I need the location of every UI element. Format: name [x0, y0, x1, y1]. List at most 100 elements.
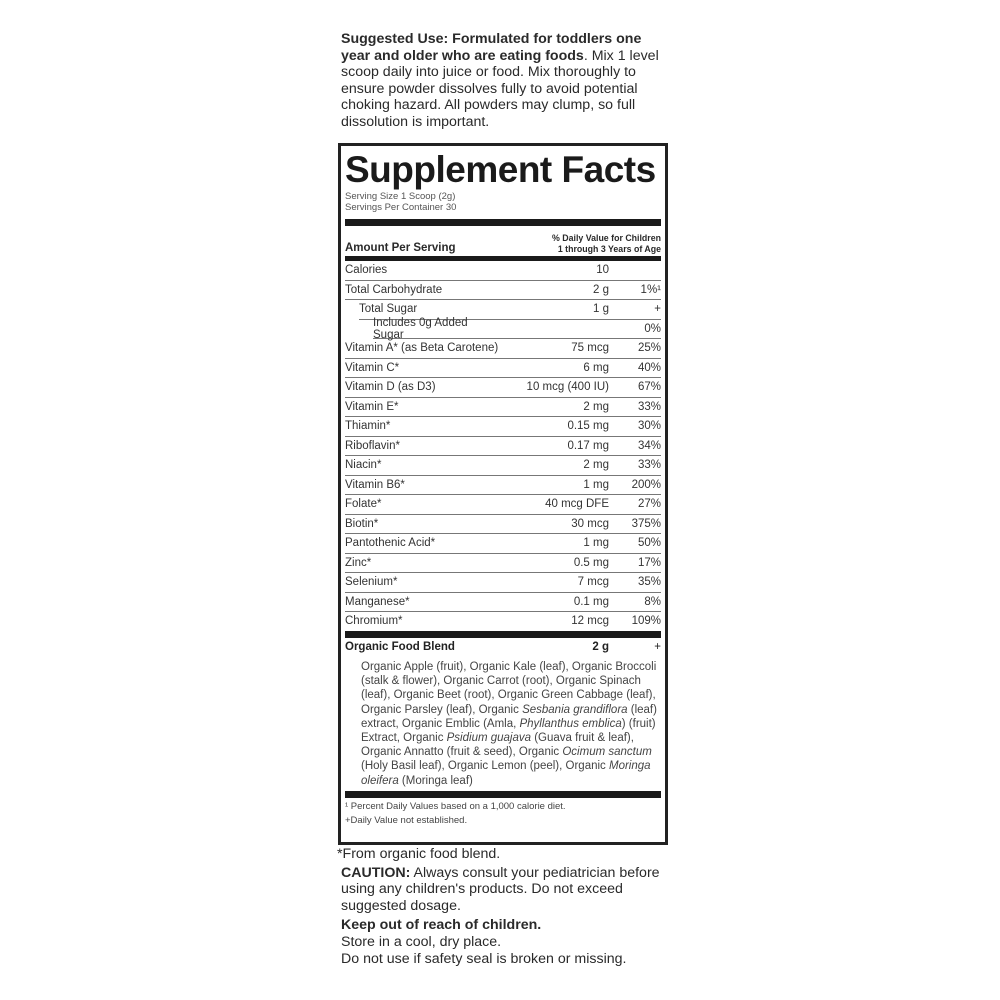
ingredient-text: Ocimum sanctum	[562, 746, 652, 759]
nutrient-dv: 1%¹	[640, 283, 661, 296]
nutrient-row: Total Sugar 1 g +	[359, 300, 661, 320]
nutrient-name: Vitamin C*	[345, 361, 400, 374]
ingredient-text: Sesbania grandiflora	[522, 703, 628, 716]
amount-header: Amount Per Serving	[345, 242, 456, 254]
suggested-use-heading: Suggested Use: Formulated for toddlers o…	[341, 31, 642, 64]
nutrient-row: Vitamin C* 6 mg 40%	[345, 359, 661, 378]
blend-dv: +	[654, 641, 661, 654]
dv-header: % Daily Value for Children 1 through 3 Ye…	[552, 233, 661, 256]
storage-note: Store in a cool, dry place.	[341, 933, 502, 950]
nutrient-amount: 2 g	[593, 283, 609, 296]
nutrient-dv: 375%	[631, 517, 661, 530]
nutrient-row: Vitamin D (as D3) 10 mcg (400 IU) 67%	[345, 378, 661, 398]
ingredient-text: Organic Apple (fruit), Organic Kale (lea…	[361, 661, 657, 716]
nutrient-row: Selenium* 7 mcg 35%	[345, 573, 661, 593]
nutrient-row: Thiamin* 0.15 mg 30%	[345, 417, 661, 437]
footnote: +Daily Value not established.	[345, 814, 468, 826]
serving-size: Serving Size 1 Scoop (2g)	[345, 191, 456, 202]
nutrient-amount: 0.5 mg	[573, 556, 609, 569]
nutrient-name: Vitamin B6*	[345, 478, 405, 491]
safety-seal-note: Do not use if safety seal is broken or m…	[341, 950, 627, 967]
nutrient-dv: 50%	[637, 537, 661, 550]
keep-out-warning: Keep out of reach of children.	[341, 917, 542, 934]
caution-label: CAUTION:	[341, 864, 411, 881]
ingredient-text: (Holy Basil leaf), Organic Lemon (peel),…	[361, 760, 609, 773]
servings-per-container: Servings Per Container 30	[345, 201, 457, 213]
nutrient-amount: 1 mg	[583, 537, 609, 550]
supplement-facts-panel: Supplement Facts Serving Size 1 Scoop (2…	[338, 143, 668, 845]
nutrient-dv: 8%	[644, 595, 661, 608]
nutrient-amount: 0.15 mg	[567, 420, 609, 433]
nutrient-dv: +	[654, 303, 661, 316]
nutrient-amount: 0.1 mg	[573, 595, 609, 608]
nutrient-name: Selenium*	[345, 576, 398, 589]
ingredient-text: (Moringa leaf)	[398, 774, 473, 787]
nutrient-row: Includes 0g Added Sugar 0%	[373, 317, 661, 341]
bottom-notes: *From organic food blend. CAUTION: Alway…	[337, 846, 671, 967]
nutrient-dv: 200%	[631, 478, 661, 491]
nutrient-row: Folate* 40 mcg DFE 27%	[345, 495, 661, 515]
nutrient-row: Niacin* 2 mg 33%	[345, 456, 661, 476]
nutrient-dv: 109%	[631, 615, 661, 628]
nutrient-amount: 75 mcg	[571, 342, 609, 355]
blend-amount: 2 g	[592, 641, 609, 654]
nutrient-name: Pantothenic Acid*	[345, 537, 436, 550]
divider	[345, 630, 661, 638]
nutrient-amount: 10 mcg (400 IU)	[526, 381, 609, 394]
nutrient-dv: 30%	[637, 420, 661, 433]
suggested-use-text: . Mix 1 level scoop daily into juice or …	[341, 47, 659, 130]
nutrient-row: Calories 10	[345, 261, 661, 281]
blend-name: Organic Food Blend	[345, 641, 455, 654]
nutrient-dv: 40%	[637, 361, 661, 374]
nutrient-amount: 2 mg	[583, 459, 609, 472]
nutrient-name: Manganese*	[345, 595, 410, 608]
nutrient-amount: 2 mg	[583, 400, 609, 413]
ingredient-text: Psidium guajava	[446, 732, 532, 745]
nutrient-dv: 0%	[644, 322, 661, 335]
nutrient-row: Vitamin A* (as Beta Carotene) 75 mcg 25%	[345, 339, 661, 359]
nutrient-dv: 25%	[637, 342, 661, 355]
suggested-use: Suggested Use: Formulated for toddlers o…	[341, 31, 671, 131]
organic-note: *From organic food blend.	[337, 846, 501, 862]
nutrient-dv: 67%	[637, 381, 661, 394]
nutrient-amount: 1 g	[593, 303, 609, 316]
ingredient-text: Phyllanthus emblica	[519, 717, 622, 730]
ingredient-text: Moringa oleifera	[361, 760, 651, 787]
caution-text: Always consult your pediatrician before …	[341, 864, 660, 914]
nutrient-name: Folate*	[345, 498, 382, 511]
divider	[345, 219, 661, 226]
nutrient-row: Pantothenic Acid* 1 mg 50%	[345, 534, 661, 554]
divider	[345, 790, 661, 798]
nutrient-dv: 33%	[637, 400, 661, 413]
nutrient-row: Manganese* 0.1 mg 8%	[345, 593, 661, 612]
blend-row: Organic Food Blend 2 g +	[345, 638, 661, 658]
ingredient-text: (leaf) extract, Organic Emblic (Amla,	[361, 703, 657, 730]
nutrient-amount: 7 mcg	[577, 576, 609, 589]
ingredient-text: (Guava fruit & leaf), Organic Annatto (f…	[361, 732, 634, 759]
nutrient-amount: 6 mg	[583, 361, 609, 374]
nutrient-name: Chromium*	[345, 615, 403, 628]
nutrient-name: Calories	[345, 264, 388, 277]
dv-header-line: % Daily Value for Children	[551, 233, 661, 243]
nutrient-name: Total Sugar	[359, 303, 418, 316]
nutrient-rows: Calories 10 Total Carbohydrate 2 g 1%¹ Total …	[345, 261, 661, 632]
nutrient-name: Vitamin A* (as Beta Carotene)	[345, 342, 499, 355]
nutrient-name: Zinc*	[345, 556, 372, 569]
nutrient-amount: 30 mcg	[571, 517, 609, 530]
nutrient-amount: 40 mcg DFE	[545, 498, 609, 511]
nutrient-amount: 12 mcg	[571, 615, 609, 628]
nutrient-amount: 10	[596, 264, 609, 277]
nutrient-name: Vitamin E*	[345, 400, 399, 413]
nutrient-dv: 33%	[637, 459, 661, 472]
nutrient-dv: 27%	[637, 498, 661, 511]
nutrient-name: Vitamin D (as D3)	[345, 381, 436, 394]
nutrient-row: Zinc* 0.5 mg 17%	[345, 554, 661, 573]
nutrient-dv: 35%	[637, 576, 661, 589]
nutrient-name: Biotin*	[345, 517, 379, 530]
footnote: ¹ Percent Daily Values based on a 1,000 …	[345, 800, 566, 812]
panel-title: Supplement Facts	[345, 149, 656, 190]
dv-header-line: 1 through 3 Years of Age	[557, 244, 661, 254]
nutrient-row: Vitamin B6* 1 mg 200%	[345, 476, 661, 495]
nutrient-row: Vitamin E* 2 mg 33%	[345, 398, 661, 417]
ingredient-text: ) (fruit) Extract, Organic	[361, 717, 656, 745]
